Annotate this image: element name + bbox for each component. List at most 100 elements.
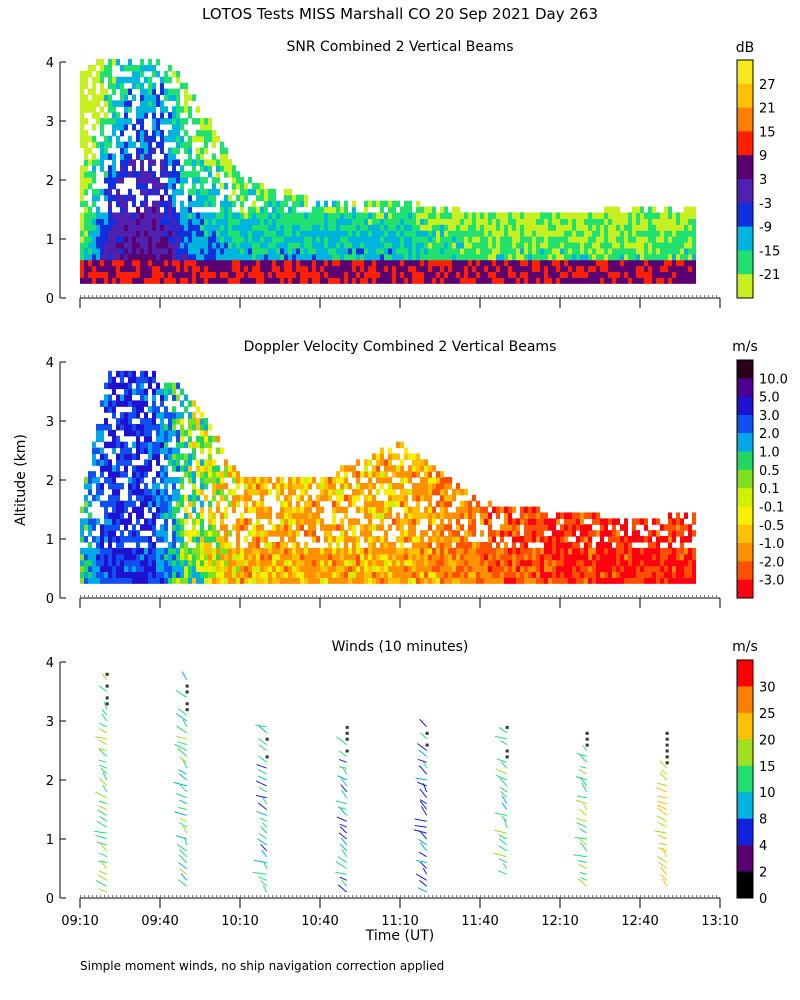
snr-cell xyxy=(164,230,168,237)
doppler-cell xyxy=(96,553,100,561)
doppler-cell xyxy=(632,577,636,584)
snr-cell xyxy=(432,271,436,278)
snr-cell xyxy=(428,265,432,273)
doppler-cell xyxy=(136,471,140,478)
doppler-cell xyxy=(80,518,84,525)
snr-cell xyxy=(92,230,96,237)
doppler-cell xyxy=(164,441,168,449)
snr-cell xyxy=(272,200,276,208)
doppler-cell xyxy=(544,559,548,567)
doppler-cell xyxy=(396,441,400,449)
snr-cell xyxy=(488,253,492,261)
doppler-cell xyxy=(644,577,648,584)
snr-cell xyxy=(144,147,148,155)
doppler-cell xyxy=(512,571,516,578)
doppler-cell xyxy=(216,559,220,567)
doppler-cell xyxy=(200,441,204,449)
snr-cell xyxy=(648,277,652,284)
snr-cell xyxy=(444,259,448,267)
doppler-cell xyxy=(256,547,260,555)
snr-cell xyxy=(188,265,192,273)
doppler-cell xyxy=(128,382,132,390)
doppler-cell xyxy=(616,518,620,525)
doppler-cell xyxy=(224,482,228,490)
snr-cell xyxy=(312,253,316,261)
doppler-cell xyxy=(260,477,264,484)
doppler-cell xyxy=(268,547,272,555)
doppler-cell xyxy=(420,547,424,555)
snr-cell xyxy=(140,230,144,237)
colorbar-tick-label: -15 xyxy=(759,244,780,259)
doppler-cell xyxy=(144,488,148,496)
doppler-cell xyxy=(116,541,120,549)
snr-cell xyxy=(392,212,396,219)
snr-cell xyxy=(632,265,636,273)
doppler-cell xyxy=(120,500,124,508)
doppler-cell xyxy=(352,553,356,561)
doppler-cell xyxy=(580,559,584,567)
doppler-cell xyxy=(132,488,136,496)
snr-cell xyxy=(688,206,692,214)
doppler-cell xyxy=(416,536,420,543)
snr-cell xyxy=(164,135,168,143)
snr-cell xyxy=(84,135,88,143)
snr-cell xyxy=(576,230,580,237)
doppler-cell xyxy=(600,518,604,525)
doppler-cell xyxy=(420,571,424,578)
doppler-cell xyxy=(428,494,432,502)
doppler-cell xyxy=(204,471,208,478)
doppler-cell xyxy=(640,565,644,573)
doppler-cell xyxy=(168,494,172,502)
snr-cell xyxy=(644,271,648,278)
doppler-cell xyxy=(280,477,284,484)
doppler-cell xyxy=(224,571,228,578)
doppler-cell xyxy=(648,530,652,537)
snr-cell xyxy=(692,259,696,267)
snr-cell xyxy=(416,259,420,267)
doppler-cell xyxy=(428,541,432,549)
doppler-cell xyxy=(440,547,444,555)
doppler-cell xyxy=(152,512,156,519)
doppler-cell xyxy=(172,447,176,455)
snr-cell xyxy=(256,265,260,273)
doppler-cell xyxy=(448,512,452,519)
snr-cell xyxy=(368,247,372,255)
snr-cell xyxy=(648,241,652,249)
snr-cell xyxy=(396,212,400,219)
snr-cell xyxy=(256,188,260,196)
doppler-cell xyxy=(436,512,440,519)
doppler-cell xyxy=(608,541,612,549)
snr-cell xyxy=(116,59,120,66)
doppler-cell xyxy=(552,518,556,525)
doppler-cell xyxy=(160,477,164,484)
snr-cell xyxy=(404,206,408,214)
doppler-cell xyxy=(164,412,168,419)
snr-cell xyxy=(172,118,176,125)
doppler-cell xyxy=(364,471,368,478)
doppler-cell xyxy=(312,559,316,567)
snr-cell xyxy=(520,236,524,243)
doppler-cell xyxy=(624,559,628,567)
snr-cell xyxy=(272,224,276,231)
doppler-cell xyxy=(120,412,124,419)
doppler-cell xyxy=(116,423,120,431)
doppler-cell xyxy=(636,547,640,555)
doppler-cell xyxy=(436,565,440,573)
snr-cell xyxy=(168,230,172,237)
snr-cell xyxy=(628,265,632,273)
doppler-cell xyxy=(112,559,116,567)
doppler-cell xyxy=(120,541,124,549)
snr-cell xyxy=(180,182,184,190)
snr-cell xyxy=(124,76,128,84)
doppler-cell xyxy=(156,488,160,496)
snr-cell xyxy=(240,194,244,202)
doppler-cell xyxy=(408,471,412,478)
doppler-cell xyxy=(604,524,608,531)
doppler-cell xyxy=(108,370,112,378)
snr-cell xyxy=(128,153,132,160)
doppler-cell xyxy=(488,500,492,508)
doppler-cell xyxy=(336,559,340,567)
doppler-cell xyxy=(128,418,132,425)
doppler-cell xyxy=(196,541,200,549)
snr-cell xyxy=(152,241,156,249)
